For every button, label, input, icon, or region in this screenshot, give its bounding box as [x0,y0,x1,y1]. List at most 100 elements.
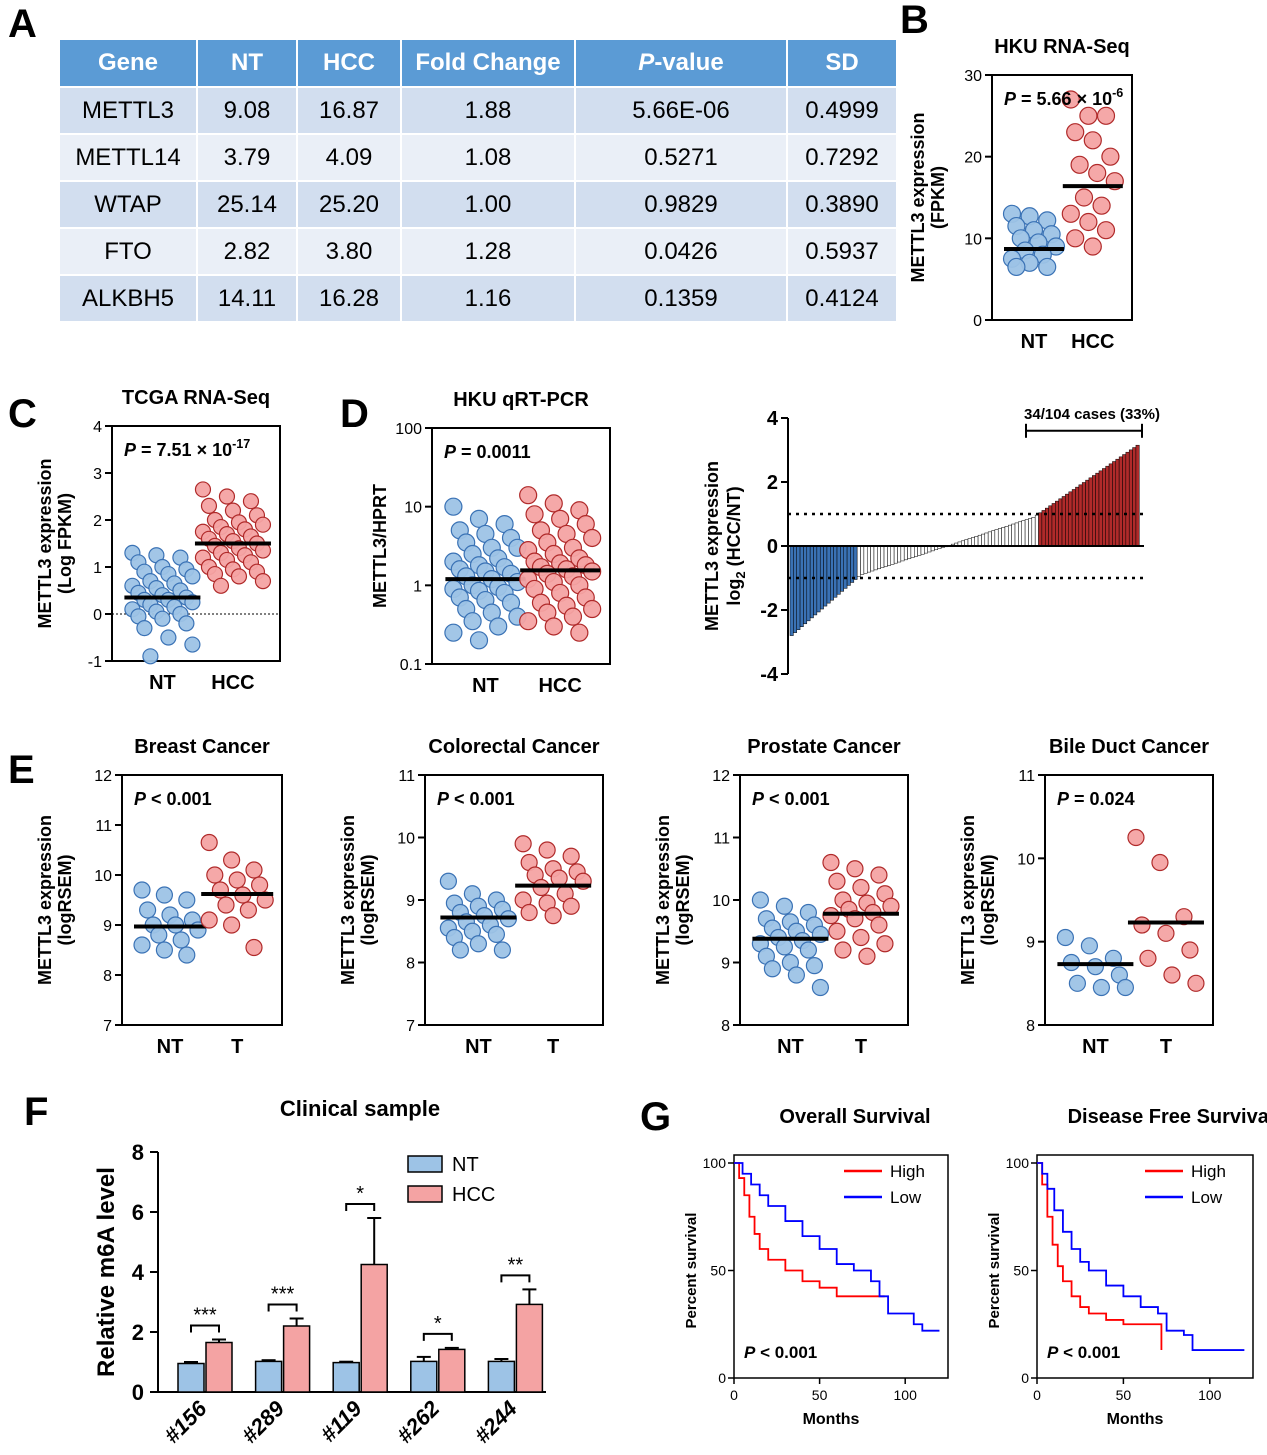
y-axis-label: METTL3 expression log2 (HCC/NT) [702,461,748,631]
x-tick-label-text: #244 [470,1396,522,1448]
y-axis-label-line: METTL3 expression [338,815,358,985]
waterfall-bar [1001,527,1006,547]
waterfall-bar [1034,514,1039,547]
data-point [1096,106,1116,125]
significance-label: * [434,1313,442,1335]
y-tick-label: 20 [964,150,982,167]
table-cell: 0.5937 [787,227,898,275]
data-point [136,620,153,637]
y-tick-label: 0 [973,313,982,330]
table-cell: 1.88 [401,86,576,134]
gene-table: Gene NT HCC Fold Change P-value SD METTL… [60,40,898,321]
data-point [583,528,602,548]
data-point [811,978,829,997]
data-point [544,494,563,513]
waterfall-bar [1004,526,1009,547]
table-cell: 0.9829 [575,180,788,228]
cases-annotation: 34/104 cases (33%) [1024,406,1160,423]
waterfall-bar [1051,503,1056,547]
bar [332,1361,360,1393]
data-point [1066,229,1085,248]
survival-curve [1037,1162,1245,1351]
x-tick-label: #119 [316,1395,368,1447]
y-axis-label: METTL3 expression (logRSEM) [958,815,998,985]
legend-label: Low [890,1188,922,1207]
data-point [1163,966,1181,984]
plot-frame [1044,774,1214,1026]
waterfall-bar [917,545,922,556]
table-row: METTL3 9.08 16.87 1.88 5.66E-06 0.4999 [60,86,898,134]
chart-e-colorectal: Colorectal Cancer 7 8 9 10 11 METTL3 expressio… [338,736,604,1058]
panel-label-b: B [900,0,929,42]
waterfall-bar [1068,491,1073,547]
waterfall-bar [793,545,797,633]
data-point [1079,106,1098,125]
x-tick-label: 0 [1033,1387,1041,1403]
waterfall-bar [994,529,999,547]
y-tick-label: -1 [88,654,102,671]
table-cell: 1.00 [401,180,576,228]
data-point [239,901,257,919]
chart-b-hku-rnaseq: HKU RNA-Seq 0 10 20 30 METTL3 expression (FPKM… [908,36,1133,353]
y-axis-label-line: METTL3 expression [653,815,673,985]
panel-label-c: C [8,392,37,436]
y-tick-label: 30 [964,68,982,85]
y-axis-label-text: Percent survival [986,1213,1003,1329]
waterfall-bar [823,545,828,607]
x-tick-label: NT [472,675,499,697]
data-point [519,612,538,631]
table-header-gene: Gene [60,40,198,87]
chart-title: Disease Free Survival [1068,1106,1267,1128]
waterfall-bar [836,545,841,595]
data-point [444,623,463,642]
significance-bracket [190,1324,220,1333]
y-axis-label: METTL3 expression (Log FPKM) [35,458,75,628]
table-header-fold-change: Fold Change [401,40,576,87]
data-point [1133,916,1151,934]
y-tick-label: 10 [404,500,422,517]
x-tick-label: HCC [538,675,581,697]
data-point [212,577,230,594]
x-tick-label: #244 [470,1396,522,1448]
waterfall-bar [1112,461,1117,547]
y-axis-label-line: METTL3 expression [702,461,722,631]
y-tick-label: 7 [103,1018,112,1035]
waterfall-bar [1075,486,1080,547]
y-tick-label: 12 [712,768,730,785]
data-point [242,493,260,510]
waterfall-bar [907,545,912,559]
data-point [230,568,248,585]
data-point [1151,853,1169,872]
waterfall-bar [910,545,915,558]
data-point [763,960,782,978]
table-cell: 0.1359 [575,274,788,321]
data-point [1061,90,1080,109]
data-point [1080,937,1098,955]
y-axis-label-line: METTL3/HPRT [370,484,390,608]
data-point [142,648,159,665]
y-axis-label-line: (logRSEM) [978,855,998,946]
data-point [469,935,487,953]
y-tick-label: 6 [132,1200,144,1225]
y-tick-label: 10 [964,231,982,248]
table-cell: 3.80 [297,227,402,275]
legend-swatch [407,1155,443,1173]
data-point [172,931,190,949]
data-point [1088,163,1107,183]
data-point [570,623,589,642]
table-cell: 3.79 [197,133,298,181]
x-tick-label: NT [157,1036,184,1058]
table-cell: 0.3890 [787,180,898,228]
waterfall-bar [1108,463,1113,547]
p-value-label: P < 0.001 [744,1343,817,1362]
waterfall-bar [914,545,918,557]
x-tick-label: #289 [237,1395,290,1448]
y-tick-label: 50 [710,1263,726,1279]
significance-bracket [422,1332,453,1341]
survival-curve [1037,1162,1163,1351]
y-tick-label: 8 [132,1140,144,1165]
chart-e-bile-duct: Bile Duct Cancer 8 9 10 11 METTL3 expression(… [958,736,1214,1058]
data-point [133,936,151,954]
data-point [846,860,864,878]
y-axis-label-line: log2 (HCC/NT) [724,486,748,605]
